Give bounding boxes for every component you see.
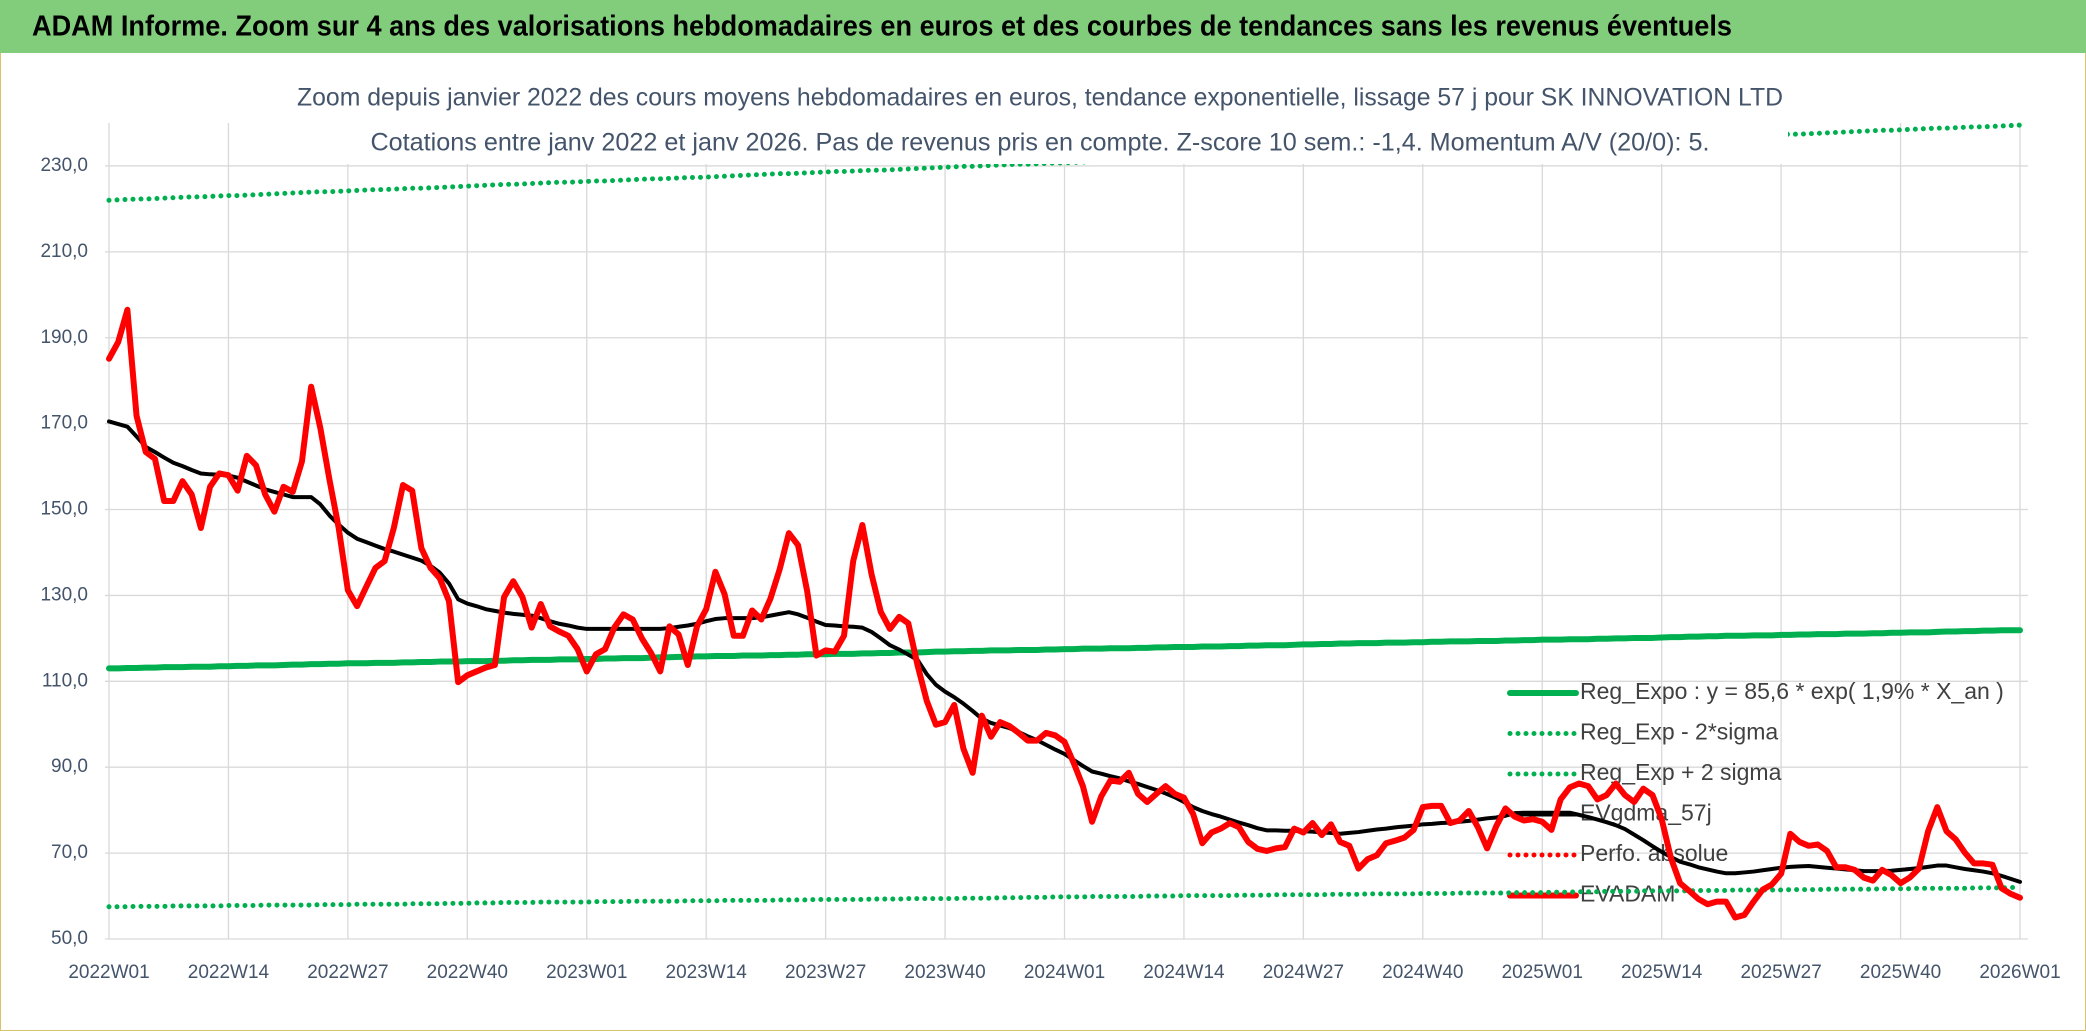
legend-label: Perfo. absolue [1580,840,1728,866]
x-tick-label: 2024W01 [1024,962,1105,983]
x-tick-label: 2023W14 [666,962,748,983]
x-tick-label: 2022W14 [188,962,270,983]
legend: Reg_Expo : y = 85,6 * exp( 1,9% * X_an )… [1507,678,2004,907]
y-tick-label: 210,0 [40,241,88,262]
y-tick-label: 90,0 [51,756,88,777]
series-line [106,884,2023,910]
x-tick-label: 2023W27 [785,962,866,983]
subtitle-line: Cotations entre janv 2022 et janv 2026. … [371,129,1710,157]
legend-label: Reg_Exp + 2 sigma [1580,759,1782,785]
x-tick-label: 2025W01 [1502,962,1583,983]
y-tick-label: 110,0 [42,670,88,691]
subtitle-background [292,78,1788,164]
y-tick-label: 150,0 [40,499,88,520]
subtitle-line: Zoom depuis janvier 2022 des cours moyen… [297,84,1783,112]
y-tick-label: 230,0 [40,155,88,176]
y-tick-label: 170,0 [40,413,88,434]
x-tick-label: 2024W40 [1382,962,1463,983]
y-tick-label: 190,0 [40,327,88,348]
series-line [106,627,2023,672]
header-bar [0,0,2086,53]
x-tick-label: 2023W40 [904,962,985,983]
x-tick-label: 2024W27 [1263,962,1344,983]
y-tick-label: 70,0 [51,842,88,863]
x-tick-label: 2022W40 [427,962,508,983]
x-tick-label: 2023W01 [546,962,627,983]
x-tick-label: 2025W40 [1860,962,1941,983]
chart-title: ADAM Informe. Zoom sur 4 ans des valoris… [32,11,1732,43]
grid: 50,0 70,0 90,0 110,0 130,0 150,0 170,0 190,0 210… [40,123,2061,983]
x-tick-label: 2024W14 [1143,962,1225,983]
x-tick-label: 2022W01 [68,962,149,983]
x-tick-label: 2025W27 [1740,962,1821,983]
x-tick-label: 2022W27 [307,962,388,983]
x-tick-label: 2025W14 [1621,962,1703,983]
series-line [106,306,2023,921]
x-tick-label: 2026W01 [1979,962,2060,983]
subtitle-box: Zoom depuis janvier 2022 des cours moyen… [292,78,1788,164]
legend-label: Reg_Expo : y = 85,6 * exp( 1,9% * X_an ) [1580,678,2004,704]
legend-label: Reg_Exp - 2*sigma [1580,719,1778,745]
y-tick-label: 130,0 [40,584,88,605]
y-tick-label: 50,0 [51,928,88,949]
